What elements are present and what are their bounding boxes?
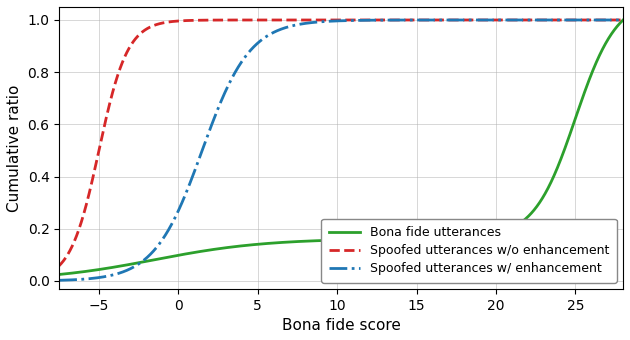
Spoofed utterances w/ enhancement (151, 247, 159, 251)
Spoofed utterances w/ enhancement (47, 278, 55, 283)
X-axis label: Bona fide score: Bona fide score (282, 318, 401, 333)
Spoofed utterances w/ enhancement (266, 32, 273, 36)
Line: Bona fide utterances: Bona fide utterances (51, 20, 623, 275)
Bona fide utterances (47, 273, 55, 277)
Spoofed utterances w/o enhancement (266, 18, 273, 22)
Bona fide utterances (474, 235, 482, 239)
Spoofed utterances w/o enhancement (605, 18, 612, 22)
Line: Spoofed utterances w/o enhancement: Spoofed utterances w/o enhancement (51, 20, 623, 272)
Spoofed utterances w/o enhancement (474, 18, 482, 22)
Spoofed utterances w/o enhancement (151, 23, 159, 27)
Bona fide utterances (266, 241, 273, 245)
Spoofed utterances w/ enhancement (619, 18, 627, 22)
Spoofed utterances w/o enhancement (619, 18, 627, 22)
Bona fide utterances (619, 18, 627, 22)
Spoofed utterances w/ enhancement (474, 18, 482, 22)
Spoofed utterances w/o enhancement (518, 18, 525, 22)
Spoofed utterances w/ enhancement (420, 18, 427, 22)
Bona fide utterances (151, 258, 159, 262)
Bona fide utterances (420, 237, 427, 241)
Spoofed utterances w/o enhancement (47, 270, 55, 274)
Spoofed utterances w/ enhancement (391, 18, 398, 22)
Legend: Bona fide utterances, Spoofed utterances w/o enhancement, Spoofed utterances w/ : Bona fide utterances, Spoofed utterances… (321, 219, 617, 283)
Bona fide utterances (518, 220, 525, 224)
Spoofed utterances w/o enhancement (391, 18, 398, 22)
Spoofed utterances w/o enhancement (420, 18, 427, 22)
Line: Spoofed utterances w/ enhancement: Spoofed utterances w/ enhancement (51, 20, 623, 280)
Spoofed utterances w/ enhancement (518, 18, 525, 22)
Y-axis label: Cumulative ratio: Cumulative ratio (7, 84, 22, 211)
Bona fide utterances (391, 237, 398, 241)
